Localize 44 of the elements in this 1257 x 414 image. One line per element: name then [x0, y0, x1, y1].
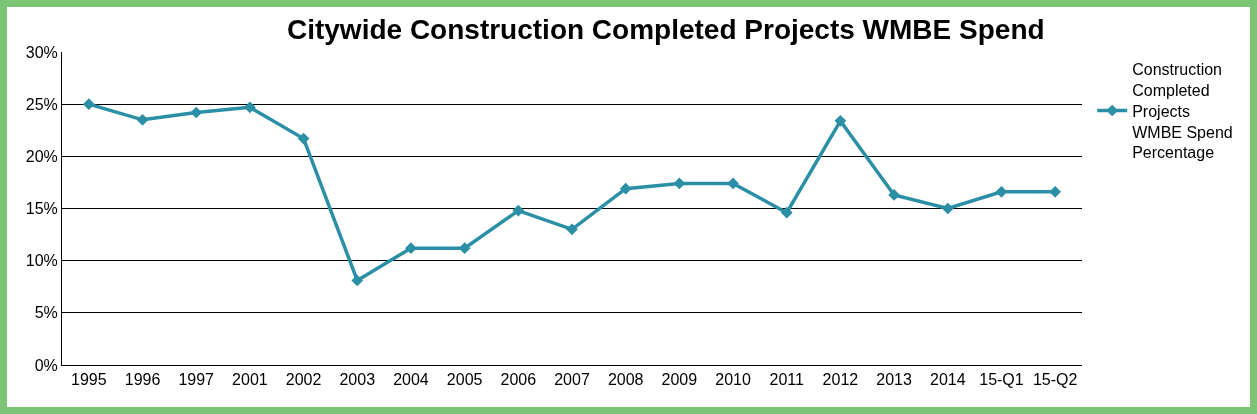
- x-tick-label: 2006: [500, 371, 537, 389]
- x-tick-label: 2010: [715, 371, 751, 389]
- x-tick-label: 2009: [661, 371, 698, 389]
- y-tick-label: 5%: [34, 304, 58, 322]
- chart-title: Citywide Construction Completed Projects WMBE Spend: [286, 13, 1045, 45]
- point: [351, 274, 364, 287]
- point: [512, 204, 525, 217]
- y-tick-label: 0%: [34, 356, 58, 374]
- point: [1049, 185, 1062, 198]
- point: [941, 202, 954, 215]
- point: [82, 98, 95, 111]
- y-tick-label: 20%: [25, 147, 58, 165]
- x-tick-label: 2012: [822, 371, 859, 389]
- point: [244, 101, 256, 114]
- x-tick-label: 2003: [339, 371, 376, 389]
- x-tick-label: 2001: [232, 371, 268, 389]
- x-tick-label: 2008: [607, 371, 644, 389]
- point: [888, 189, 900, 201]
- x-tick-label: 2013: [876, 371, 913, 389]
- point: [619, 182, 632, 195]
- x-tick-label: 2002: [285, 371, 322, 389]
- point: [566, 223, 578, 236]
- x-tick-label: 2007: [554, 371, 590, 389]
- y-tick-label: 15%: [25, 200, 58, 218]
- point: [297, 132, 310, 145]
- y-tick-label: 10%: [25, 252, 58, 270]
- point: [834, 115, 847, 127]
- x-tick-label: 15-Q1: [979, 371, 1024, 389]
- point: [190, 106, 203, 119]
- y-tick-label: 30%: [25, 43, 58, 61]
- x-tick-label: 1996: [124, 371, 161, 389]
- x-tick-label: 1997: [178, 371, 215, 389]
- point: [405, 242, 417, 254]
- x-tick-label: 1995: [71, 371, 107, 389]
- point: [727, 177, 739, 190]
- legend-label: Construction Completed Projects WMBE Spend Percentage: [1132, 61, 1233, 162]
- y-tick-label: 25%: [25, 95, 58, 113]
- x-tick-label: 2004: [393, 371, 429, 389]
- x-tick-label: 2014: [929, 371, 966, 389]
- point: [780, 206, 793, 219]
- x-tick-label: 15-Q2: [1032, 371, 1078, 389]
- point: [136, 113, 149, 126]
- x-tick-label: 2011: [769, 371, 805, 389]
- x-tick-label: 2005: [446, 371, 483, 389]
